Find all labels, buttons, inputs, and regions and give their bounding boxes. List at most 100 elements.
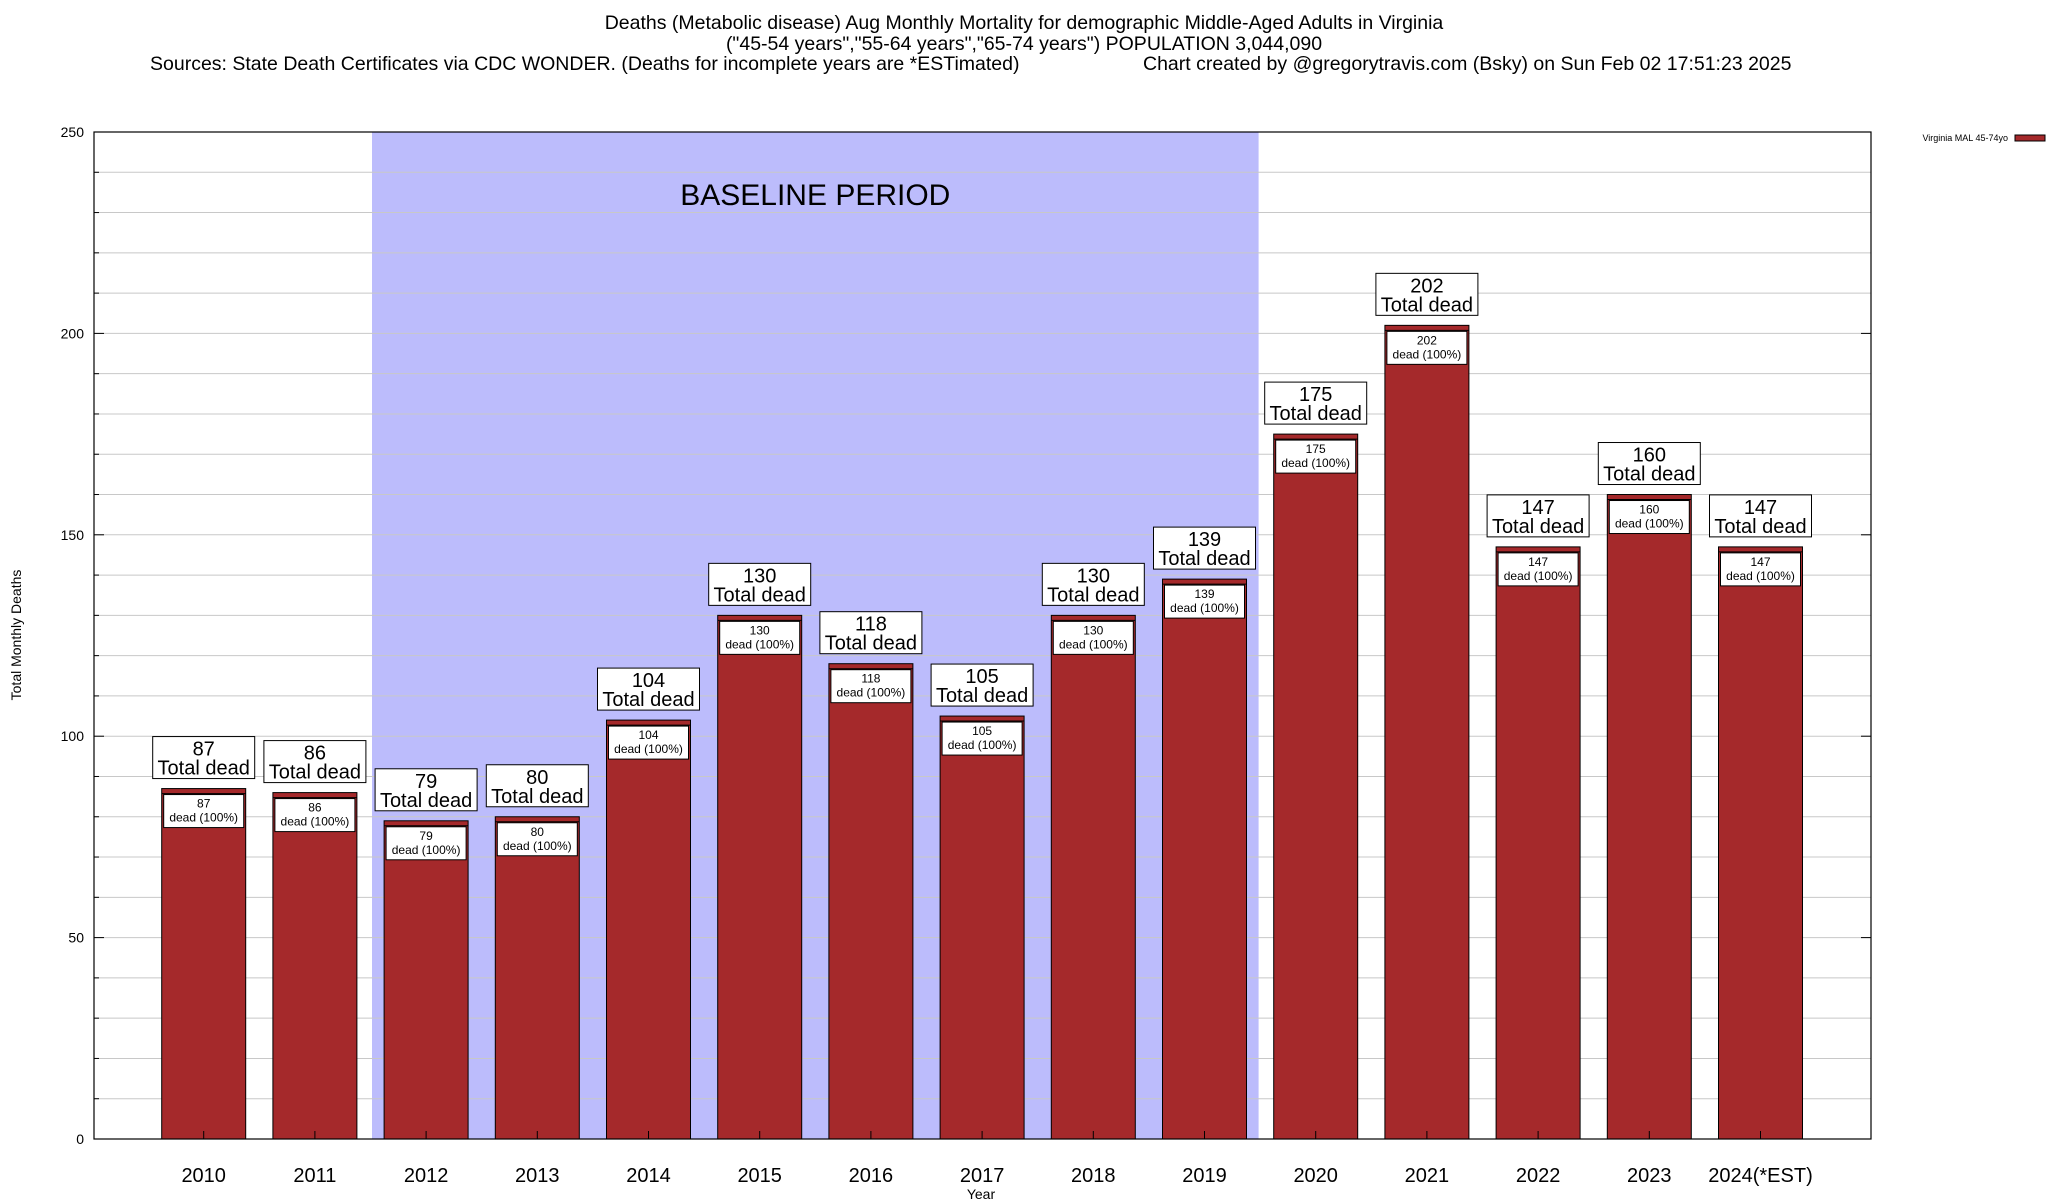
- bar-top-suffix-label: Total dead: [1270, 403, 1362, 425]
- x-tick-label: 2022: [1516, 1165, 1561, 1187]
- bar-top-value-label: 130: [743, 565, 776, 587]
- bar-inner-value-label: 86: [308, 801, 322, 815]
- bar-inner-percent-label: dead (100%): [837, 686, 906, 700]
- bar-inner-percent-label: dead (100%): [1170, 601, 1239, 615]
- bar-top-label-box: [597, 667, 700, 711]
- bar-inner-label-box: [274, 798, 356, 833]
- bar-inner-value-label: 105: [972, 724, 992, 738]
- bar: [383, 820, 469, 1140]
- legend-label: Virginia MAL 45-74yo: [1922, 133, 2008, 143]
- bar-inner-value-label: 118: [861, 672, 880, 686]
- bar-inner-value-label: 160: [1639, 503, 1659, 517]
- bar-top-value-label: 87: [193, 739, 215, 761]
- bar-top-label-box: [1709, 494, 1812, 538]
- bar-top-value-label: 118: [855, 614, 887, 636]
- chart-title: Deaths (Metabolic disease) Aug Monthly M…: [604, 12, 1444, 34]
- bar-inner-percent-label: dead (100%): [948, 738, 1017, 752]
- bar-top-suffix-label: Total dead: [380, 790, 472, 812]
- bar-inner-value-label: 147: [1750, 555, 1770, 569]
- x-tick-label: 2018: [1071, 1165, 1116, 1187]
- bar-top-label-box: [1153, 526, 1256, 570]
- bar-top-value-label: 160: [1633, 445, 1666, 467]
- bar: [272, 792, 358, 1140]
- bar-top-label-box: [263, 740, 367, 784]
- bar-top-label-box: [374, 768, 478, 812]
- bar-inner-value-label: 130: [750, 623, 770, 637]
- bar-top-suffix-label: Total dead: [825, 633, 917, 655]
- bar-top-suffix-label: Total dead: [602, 689, 694, 711]
- x-tick-label: 2024(*EST): [1708, 1165, 1813, 1187]
- bar-inner-label-box: [719, 620, 801, 655]
- bar: [717, 614, 803, 1140]
- bar-inner-label-box: [1275, 439, 1357, 474]
- bar-top-value-label: 86: [304, 743, 326, 765]
- bar-top-suffix-label: Total dead: [1047, 584, 1139, 606]
- bar-inner-value-label: 202: [1417, 333, 1437, 347]
- bar-inner-label-box: [608, 725, 689, 760]
- y-tick-label: 150: [61, 527, 85, 543]
- bar: [606, 719, 691, 1140]
- bar-top-value-label: 175: [1299, 384, 1332, 406]
- chart-sources: Sources: State Death Certificates via CD…: [150, 53, 1020, 75]
- bar-inner-percent-label: dead (100%): [169, 811, 238, 825]
- bar-top-suffix-label: Total dead: [1714, 516, 1806, 538]
- bar-top-value-label: 79: [415, 771, 437, 793]
- bar-top-label-box: [708, 562, 812, 606]
- bar-inner-percent-label: dead (100%): [614, 742, 683, 756]
- bar-inner-value-label: 130: [1083, 623, 1103, 637]
- bar-top-label-box: [1041, 562, 1145, 606]
- bar: [494, 816, 580, 1140]
- bar: [1495, 546, 1581, 1140]
- x-tick-label: 2023: [1627, 1165, 1672, 1187]
- bar-top-suffix-label: Total dead: [714, 584, 806, 606]
- y-tick-label: 50: [68, 930, 84, 946]
- x-tick-label: 2011: [293, 1165, 336, 1187]
- y-tick-label: 250: [61, 124, 85, 140]
- bar: [1050, 614, 1136, 1140]
- bar: [1273, 433, 1359, 1140]
- x-tick-label: 2020: [1293, 1165, 1338, 1187]
- bar-top-suffix-label: Total dead: [936, 685, 1028, 707]
- bar-top-label-box: [1264, 381, 1368, 425]
- chart-credit: Chart created by @gregorytravis.com (Bsk…: [1143, 53, 1792, 75]
- bar-inner-label-box: [1608, 500, 1690, 535]
- bar-top-suffix-label: Total dead: [491, 786, 583, 808]
- bar-top-value-label: 80: [526, 767, 548, 789]
- bar-top-value-label: 202: [1410, 275, 1443, 297]
- x-tick-label: 2013: [515, 1165, 560, 1187]
- x-tick-label: 2012: [404, 1165, 449, 1187]
- bar-inner-label-box: [941, 721, 1023, 756]
- x-tick-label: 2014: [626, 1165, 671, 1187]
- y-tick-label: 100: [61, 728, 85, 744]
- bar-inner-label-box: [1386, 330, 1468, 365]
- bar-top-suffix-label: Total dead: [158, 758, 250, 780]
- y-tick-label: 0: [76, 1131, 84, 1147]
- bar-inner-value-label: 104: [638, 728, 658, 742]
- baseline-period-label: BASELINE PERIOD: [680, 179, 950, 212]
- bar-inner-percent-label: dead (100%): [503, 839, 572, 853]
- bar: [1384, 324, 1470, 1140]
- x-tick-label: 2016: [849, 1165, 894, 1187]
- bar-inner-label-box: [1164, 584, 1245, 619]
- bar-inner-value-label: 87: [197, 797, 211, 811]
- bar-inner-percent-label: dead (100%): [392, 843, 461, 857]
- bar-top-label-box: [930, 663, 1034, 707]
- bar-inner-label-box: [1052, 620, 1134, 655]
- bar-inner-value-label: 80: [531, 825, 545, 839]
- chart-subtitle: ("45-54 years","55-64 years","65-74 year…: [725, 33, 1323, 55]
- bar-inner-label-box: [1497, 552, 1579, 587]
- y-tick-label: 200: [61, 325, 85, 341]
- bar-top-value-label: 139: [1188, 529, 1221, 551]
- bar: [1162, 578, 1247, 1140]
- bar-top-value-label: 104: [632, 670, 665, 692]
- bar: [161, 788, 247, 1140]
- x-tick-label: 2010: [181, 1165, 226, 1187]
- bar-top-value-label: 105: [965, 666, 998, 688]
- bar-inner-value-label: 147: [1528, 555, 1548, 569]
- bar-top-suffix-label: Total dead: [1492, 516, 1584, 538]
- bar-inner-label-box: [496, 822, 578, 857]
- bar: [939, 715, 1025, 1140]
- bar-top-label-box: [1597, 442, 1701, 486]
- bar-inner-value-label: 175: [1306, 442, 1326, 456]
